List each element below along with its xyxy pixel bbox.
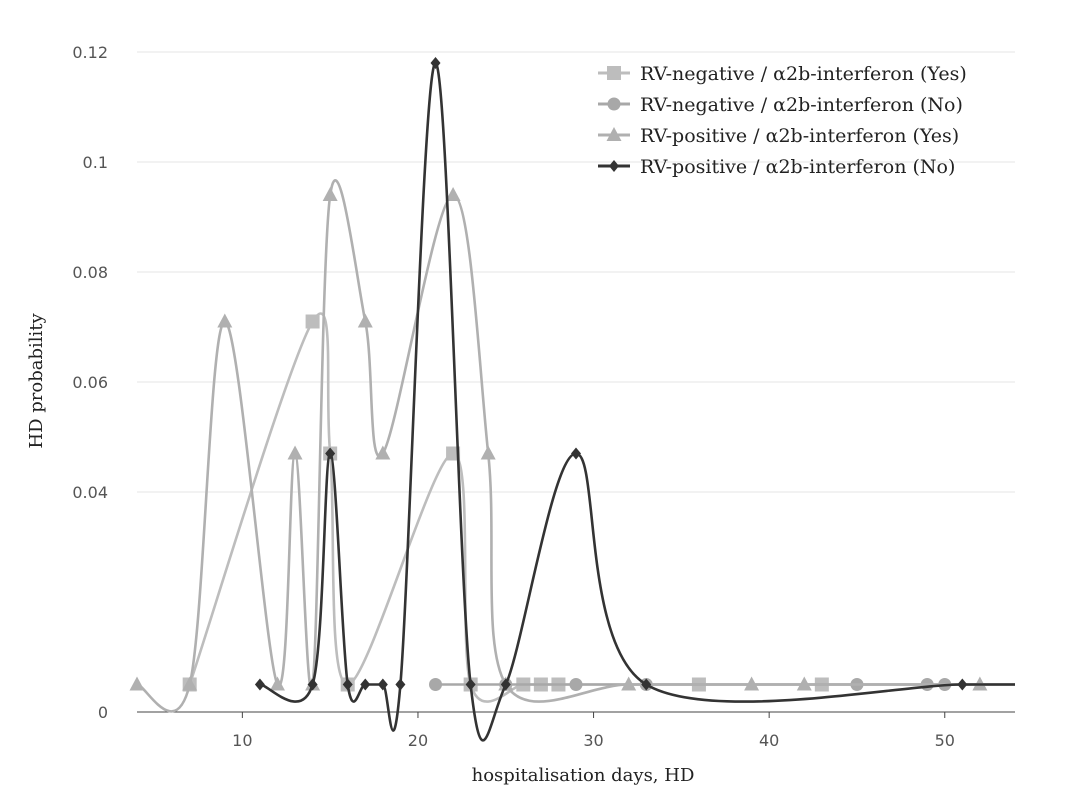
data-point	[129, 676, 145, 691]
data-point	[445, 187, 461, 201]
data-point	[322, 187, 338, 201]
legend-item: RV-negative / α2b-interferon (No)	[598, 94, 963, 116]
legend-marker	[606, 127, 622, 141]
x-tick-label: 40	[759, 731, 779, 750]
x-axis: 10 20 30 40 50	[137, 711, 1015, 750]
data-point	[430, 57, 441, 69]
data-point	[465, 678, 476, 691]
data-point	[375, 445, 391, 460]
data-point	[571, 447, 581, 460]
data-point	[325, 447, 336, 460]
grid-lines	[137, 51, 1015, 493]
x-tick-label: 10	[232, 731, 252, 750]
data-point	[500, 678, 511, 691]
data-point	[569, 678, 583, 691]
x-axis-title: hospitalisation days, HD	[472, 765, 695, 786]
y-axis-title: HD probability	[26, 313, 47, 449]
data-point	[305, 314, 320, 329]
legend: RV-negative / α2b-interferon (Yes) RV-neg…	[598, 63, 967, 178]
data-point	[641, 678, 652, 691]
y-tick-label: 0.04	[72, 483, 108, 502]
data-point	[269, 676, 285, 691]
data-point	[360, 678, 371, 691]
y-tick-label: 0.06	[72, 373, 108, 392]
series-line	[188, 312, 1015, 703]
y-tick-label: 0.1	[83, 153, 108, 172]
data-point	[796, 676, 812, 691]
series-4	[254, 57, 1015, 742]
x-tick-label: 50	[935, 731, 955, 750]
series-line	[136, 179, 1015, 713]
data-point	[480, 445, 496, 460]
x-tick-label: 30	[583, 731, 603, 750]
data-point	[287, 445, 303, 460]
y-tick-label: 0.12	[72, 43, 108, 62]
data-point	[429, 678, 443, 691]
data-point	[377, 678, 388, 691]
legend-item: RV-positive / α2b-interferon (No)	[598, 156, 955, 178]
y-tick-label: 0.08	[72, 263, 108, 282]
series-layer	[129, 57, 1015, 742]
legend-marker	[607, 66, 621, 80]
x-tick-label: 20	[408, 731, 428, 750]
data-point	[357, 313, 373, 328]
legend-label: RV-positive / α2b-interferon (No)	[640, 156, 955, 178]
legend-label: RV-positive / α2b-interferon (Yes)	[640, 125, 959, 147]
legend-item: RV-positive / α2b-interferon (Yes)	[598, 125, 959, 147]
data-point	[342, 678, 353, 691]
series-3	[129, 179, 1015, 713]
data-point	[744, 676, 760, 691]
legend-marker	[607, 97, 621, 111]
data-point	[395, 678, 406, 691]
y-tick-label: 0	[98, 703, 108, 722]
data-point	[621, 676, 637, 691]
data-point	[217, 313, 233, 328]
legend-marker	[609, 160, 619, 172]
legend-label: RV-negative / α2b-interferon (Yes)	[640, 63, 967, 85]
legend-label: RV-negative / α2b-interferon (No)	[640, 94, 963, 116]
data-point	[182, 676, 198, 691]
data-point	[254, 678, 265, 691]
y-axis-ticks: 0 0.04 0.06 0.08 0.1 0.12	[72, 43, 108, 722]
data-point	[957, 678, 968, 691]
data-point	[307, 678, 318, 691]
legend-item: RV-negative / α2b-interferon (Yes)	[598, 63, 967, 85]
